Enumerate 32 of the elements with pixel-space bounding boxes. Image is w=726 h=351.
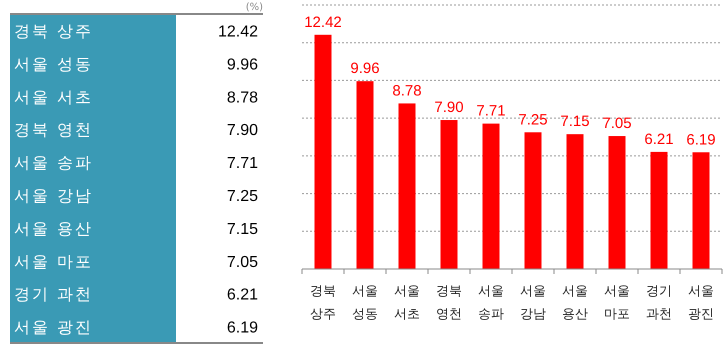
data-label: 9.96: [350, 60, 380, 78]
bar: [608, 136, 626, 269]
bar: [524, 132, 542, 269]
data-label: 7.71: [476, 102, 506, 120]
x-tick-label: 서울 서초: [394, 284, 420, 322]
bar: [314, 34, 332, 269]
x-tick-label: 서울 광진: [688, 284, 714, 322]
x-tick-label: 경북 상주: [310, 284, 336, 322]
data-label: 7.05: [602, 115, 632, 132]
data-label: 6.19: [686, 131, 716, 148]
x-tick-label: 서울 강남: [520, 284, 546, 322]
bar: [566, 134, 584, 269]
data-label: 7.15: [560, 113, 590, 130]
x-tick-label: 경북 영천: [436, 284, 462, 322]
bar: [482, 124, 500, 269]
x-tick-label: 경기 과천: [646, 284, 672, 322]
bar: [692, 152, 710, 269]
data-label: 6.21: [644, 130, 674, 148]
data-label: 7.90: [434, 99, 464, 116]
x-tick-label: 서울 용산: [562, 284, 588, 322]
bar: [440, 120, 458, 269]
value-table: 경북 상주 12.42 서울 성동 9.96 서울 서초 8.78 경북 영천 7.90 서울 송파 7.71 서울 강남 7.25 서울 용산 7.15 서울 마포 7.05 경기 과천 6.21 서울 광진 6.19: [10, 13, 263, 344]
bar: [650, 152, 668, 269]
text: (%): [246, 2, 264, 13]
data-label: 7.25: [518, 111, 548, 128]
x-tick-label: 서울 마포: [604, 284, 630, 322]
data-label: 8.78: [392, 82, 422, 100]
bar: [356, 81, 374, 269]
x-tick-label: 서울 송파: [478, 284, 504, 322]
bar: [398, 103, 416, 269]
data-label: 12.42: [304, 14, 342, 31]
x-tick-label: 서울 성동: [352, 284, 378, 322]
